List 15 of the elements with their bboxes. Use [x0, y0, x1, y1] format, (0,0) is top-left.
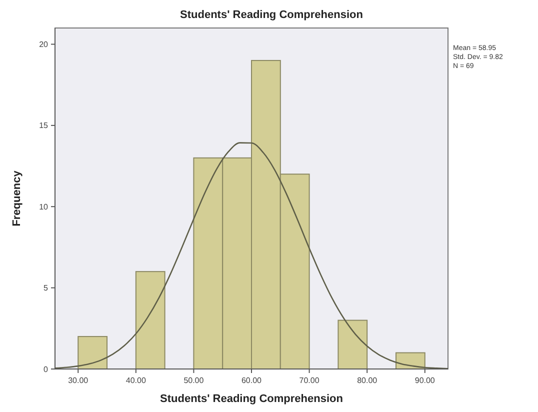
y-tick-label: 0 — [44, 364, 49, 374]
y-tick-label: 5 — [44, 284, 49, 293]
y-tick-label: 20 — [39, 40, 49, 50]
y-axis-title: Frequency — [11, 170, 23, 226]
x-tick-label: 60.00 — [241, 376, 262, 385]
x-tick-label: 50.00 — [184, 376, 204, 385]
chart-title: Students' Reading Comprehension — [180, 9, 364, 21]
x-tick-label: 80.00 — [357, 376, 378, 385]
y-tick-label: 10 — [39, 202, 49, 212]
y-tick-label: 15 — [39, 121, 49, 130]
x-tick-label: 70.00 — [299, 376, 320, 385]
x-tick-label: 40.00 — [126, 376, 146, 385]
x-axis-title: Students' Reading Comprehension — [160, 393, 344, 405]
x-tick-label: 90.00 — [414, 376, 436, 385]
x-tick-label: 30.00 — [68, 376, 89, 385]
